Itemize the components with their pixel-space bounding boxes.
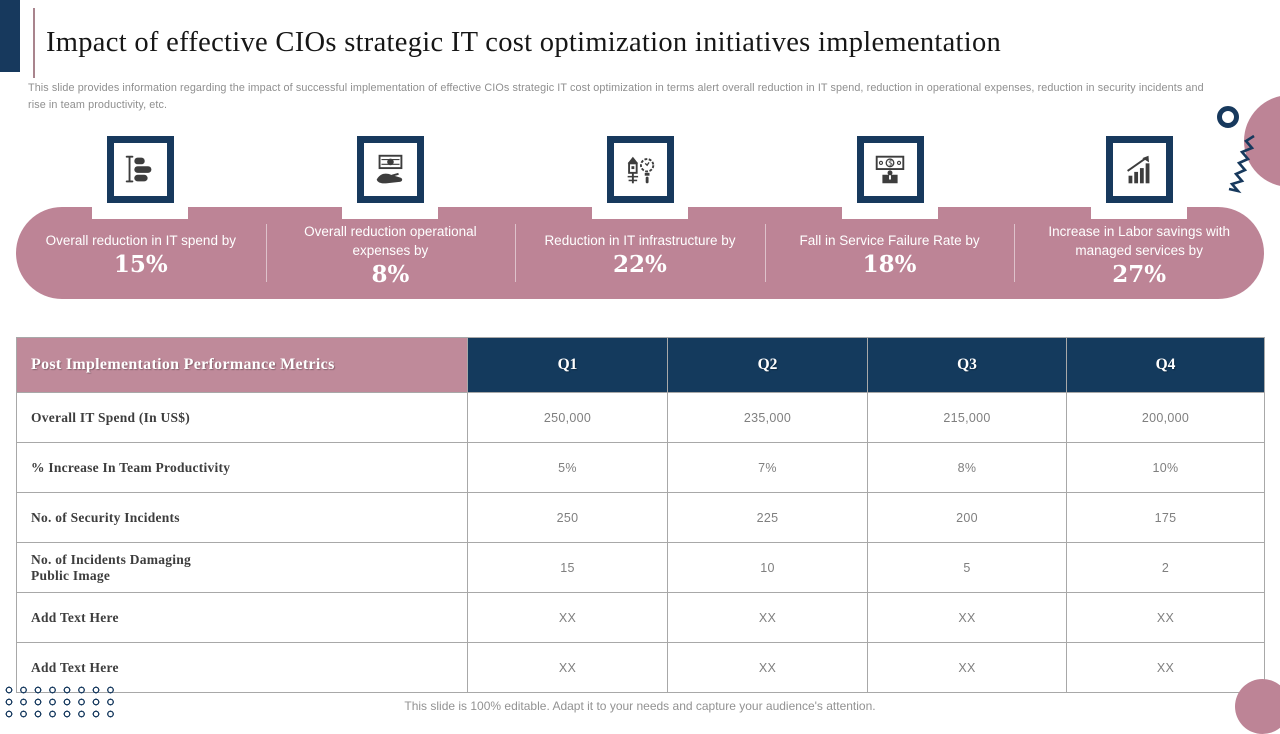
metric-value: XX xyxy=(467,642,668,693)
hand-money-icon xyxy=(356,136,424,203)
highlight-value: 8% xyxy=(371,260,410,288)
table-header-q3: Q3 xyxy=(867,337,1067,393)
highlight-label: Fall in Service Failure Rate by xyxy=(799,233,980,249)
svg-text:$: $ xyxy=(888,158,893,167)
banner-divider xyxy=(265,224,267,282)
service-failure-cash-icon: $ xyxy=(856,136,924,203)
bar-ranking-icon xyxy=(106,136,174,203)
icon-frame xyxy=(1091,130,1187,219)
icon-frame xyxy=(342,130,438,219)
banner-divider xyxy=(764,224,766,282)
table-row: Overall IT Spend (In US$) 250,000 235,00… xyxy=(16,392,1265,443)
highlight-label: Increase in Labor savings with managed s… xyxy=(1048,223,1230,258)
highlight-value: 15% xyxy=(113,251,168,279)
highlight-labor-savings: Increase in Labor savings with managed s… xyxy=(1014,207,1264,299)
metric-value: XX xyxy=(667,592,868,643)
metric-value: 15 xyxy=(467,542,668,593)
metric-label: Add Text Here xyxy=(16,642,468,693)
icon-frame: $ xyxy=(842,130,938,219)
highlight-it-spend: Overall reduction in IT spend by 15% xyxy=(16,207,266,299)
zigzag-decoration-icon xyxy=(1228,134,1255,194)
metric-value: 215,000 xyxy=(867,392,1067,443)
highlight-value: 22% xyxy=(613,251,667,279)
metric-value: 5 xyxy=(867,542,1067,593)
highlight-operational-expenses: Overall reduction operational expenses b… xyxy=(266,207,516,299)
highlight-value: 27% xyxy=(1112,260,1167,288)
highlight-it-infrastructure: Reduction in IT infrastructure by 22% xyxy=(515,207,765,299)
metric-value: 200,000 xyxy=(1066,392,1265,443)
metric-value: 2 xyxy=(1066,542,1265,593)
metric-value: XX xyxy=(867,642,1067,693)
metric-label: Overall IT Spend (In US$) xyxy=(16,392,468,443)
metric-value: 250 xyxy=(467,492,668,543)
ring-decoration-icon xyxy=(1217,106,1239,128)
metric-label: No. of Incidents Damaging Public Image xyxy=(16,542,468,593)
metric-value: XX xyxy=(1066,592,1265,643)
dot-grid-decoration xyxy=(5,686,121,722)
metric-value: 175 xyxy=(1066,492,1265,543)
table-row: No. of Security Incidents 250 225 200 17… xyxy=(16,492,1265,543)
highlights-banner: Overall reduction in IT spend by 15% Ove… xyxy=(16,207,1264,299)
metric-label: Add Text Here xyxy=(16,592,468,643)
icon-frame xyxy=(592,130,688,219)
footer-note: This slide is 100% editable. Adapt it to… xyxy=(404,699,876,713)
metric-label: % Increase In Team Productivity xyxy=(16,442,468,493)
highlight-value: 18% xyxy=(862,251,917,279)
table-metrics-header: Post Implementation Performance Metrics xyxy=(16,337,468,393)
metric-value: XX xyxy=(667,642,868,693)
highlight-label: Reduction in IT infrastructure by xyxy=(544,233,736,249)
metric-value: 235,000 xyxy=(667,392,868,443)
slide-description: This slide provides information regardin… xyxy=(28,82,1204,112)
metric-value: 10% xyxy=(1066,442,1265,493)
metric-value: 225 xyxy=(667,492,868,543)
metric-label: No. of Security Incidents xyxy=(16,492,468,543)
banner-divider xyxy=(1014,224,1016,282)
metric-value: 250,000 xyxy=(467,392,668,443)
metric-value: XX xyxy=(1066,642,1265,693)
metric-value: XX xyxy=(467,592,668,643)
table-row: Add Text Here XX XX XX XX xyxy=(16,642,1265,693)
table-header-q1: Q1 xyxy=(467,337,668,393)
title-divider-line xyxy=(33,8,35,78)
table-row: No. of Incidents Damaging Public Image 1… xyxy=(16,542,1265,593)
table-header-q2: Q2 xyxy=(667,337,868,393)
table-row: Add Text Here XX XX XX XX xyxy=(16,592,1265,643)
table-header-row: Post Implementation Performance Metrics … xyxy=(16,337,1265,393)
highlight-label: Overall reduction operational expenses b… xyxy=(304,223,477,258)
highlight-service-failure: Fall in Service Failure Rate by 18% xyxy=(765,207,1015,299)
metric-value: 8% xyxy=(867,442,1067,493)
metric-value: XX xyxy=(867,592,1067,643)
growth-chart-icon xyxy=(1105,136,1173,203)
circle-decoration-bottom-right xyxy=(1235,679,1280,734)
metric-value: 5% xyxy=(467,442,668,493)
page-title: Impact of effective CIOs strategic IT co… xyxy=(46,27,1002,58)
table-header-q4: Q4 xyxy=(1066,337,1265,393)
corner-accent-bar xyxy=(0,0,20,72)
infrastructure-idea-icon xyxy=(606,136,674,203)
metric-value: 10 xyxy=(667,542,868,593)
icon-frame xyxy=(92,130,188,219)
metric-value: 7% xyxy=(667,442,868,493)
highlight-label: Overall reduction in IT spend by xyxy=(45,233,236,249)
metric-value: 200 xyxy=(867,492,1067,543)
performance-table: Post Implementation Performance Metrics … xyxy=(16,337,1265,693)
banner-divider xyxy=(515,224,517,282)
table-row: % Increase In Team Productivity 5% 7% 8%… xyxy=(16,442,1265,493)
